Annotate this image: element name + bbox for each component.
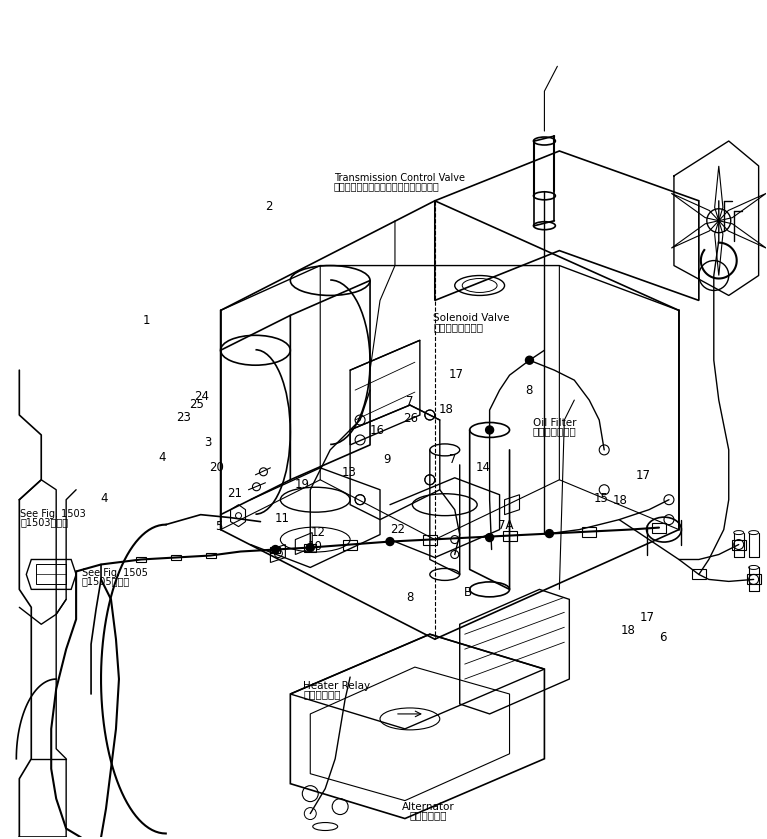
- Text: トランスミッションコントロールバルブ: トランスミッションコントロールバルブ: [334, 181, 439, 191]
- Circle shape: [486, 534, 494, 541]
- Text: 19: 19: [295, 478, 309, 491]
- Text: Transmission Control Valve: Transmission Control Valve: [334, 173, 465, 183]
- Text: Solenoid Valve: Solenoid Valve: [433, 313, 510, 323]
- Text: 1: 1: [143, 315, 150, 327]
- Text: 7: 7: [407, 394, 414, 408]
- Text: Alternator: Alternator: [401, 801, 454, 811]
- Circle shape: [486, 426, 494, 434]
- Text: オルタネータ: オルタネータ: [409, 810, 446, 820]
- Text: 4: 4: [158, 451, 166, 465]
- Text: 18: 18: [621, 623, 636, 637]
- Text: 25: 25: [189, 398, 204, 411]
- Circle shape: [386, 538, 394, 545]
- Text: 16: 16: [370, 424, 385, 437]
- Circle shape: [272, 545, 279, 554]
- Text: 11: 11: [275, 512, 290, 524]
- Text: 2: 2: [265, 200, 272, 213]
- Text: ソレノイドバルブ: ソレノイドバルブ: [433, 321, 483, 331]
- Text: See Fig. 1505: See Fig. 1505: [81, 568, 147, 578]
- Circle shape: [545, 529, 553, 538]
- Circle shape: [525, 357, 534, 364]
- Text: 17: 17: [636, 469, 651, 482]
- Text: 13: 13: [341, 466, 357, 479]
- Text: 第1505図参照: 第1505図参照: [81, 576, 130, 586]
- Text: 10: 10: [308, 540, 322, 553]
- Text: 9: 9: [384, 453, 391, 466]
- Text: 20: 20: [209, 461, 224, 475]
- Text: 第1503図参照: 第1503図参照: [21, 518, 68, 527]
- Text: ヒータリレー: ヒータリレー: [303, 690, 341, 700]
- Text: 7A: 7A: [498, 519, 514, 532]
- Circle shape: [306, 544, 314, 551]
- Text: 8: 8: [407, 591, 414, 604]
- Text: 24: 24: [194, 389, 209, 403]
- Text: 6: 6: [659, 631, 667, 644]
- Text: 12: 12: [311, 526, 326, 539]
- Text: 18: 18: [439, 403, 453, 416]
- Text: 5: 5: [216, 520, 223, 533]
- Text: Heater Relay: Heater Relay: [303, 681, 370, 691]
- Text: 14: 14: [476, 461, 490, 475]
- Text: 15: 15: [594, 492, 609, 504]
- Text: 21: 21: [227, 487, 242, 499]
- Text: Oil Filter: Oil Filter: [532, 418, 576, 428]
- Text: See Fig. 1503: See Fig. 1503: [21, 509, 86, 519]
- Text: 4: 4: [100, 492, 108, 504]
- Text: 23: 23: [176, 411, 191, 425]
- Text: 8: 8: [525, 383, 532, 397]
- Text: 17: 17: [640, 611, 655, 624]
- Text: 7: 7: [449, 453, 456, 466]
- Text: オイルフィルタ: オイルフィルタ: [532, 426, 576, 436]
- Text: 22: 22: [390, 524, 405, 536]
- Text: 18: 18: [613, 494, 628, 507]
- Text: 3: 3: [204, 435, 212, 449]
- Text: 26: 26: [403, 412, 418, 425]
- Text: B: B: [463, 586, 472, 599]
- Text: 17: 17: [449, 367, 463, 381]
